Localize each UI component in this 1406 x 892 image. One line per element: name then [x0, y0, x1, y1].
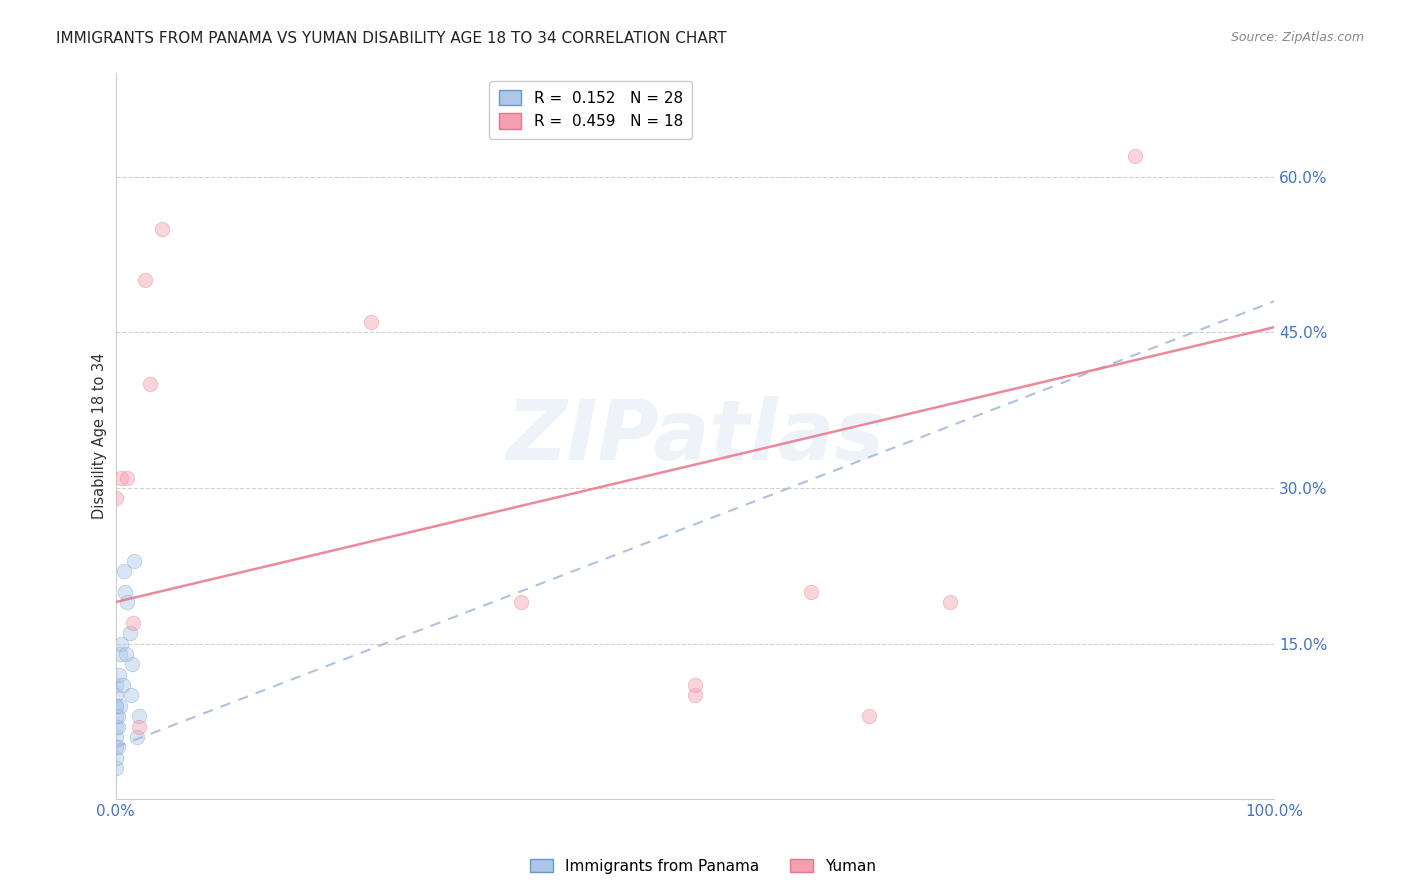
Point [110, 636, 132, 650]
Point [683, 678, 706, 692]
Point [150, 221, 173, 235]
Point [104, 720, 127, 734]
Point [128, 720, 150, 734]
Point [104, 491, 127, 506]
Point [683, 689, 706, 703]
Point [117, 595, 139, 609]
Y-axis label: Disability Age 18 to 34: Disability Age 18 to 34 [93, 353, 107, 519]
Point [111, 678, 134, 692]
Point [134, 273, 156, 287]
Point [360, 315, 382, 329]
Point [114, 584, 136, 599]
Text: Source: ZipAtlas.com: Source: ZipAtlas.com [1230, 31, 1364, 45]
Point [107, 709, 129, 723]
Point [121, 657, 143, 672]
Legend: Immigrants from Panama, Yuman: Immigrants from Panama, Yuman [524, 853, 882, 880]
Point [122, 553, 145, 567]
Legend: R =  0.152   N = 28, R =  0.459   N = 18: R = 0.152 N = 28, R = 0.459 N = 18 [489, 80, 692, 138]
Point [107, 740, 129, 755]
Point [104, 750, 127, 764]
Point [108, 667, 131, 681]
Point [104, 698, 127, 713]
Point [104, 730, 127, 744]
Point [122, 615, 145, 630]
Point [104, 740, 127, 755]
Point [125, 730, 148, 744]
Point [1123, 149, 1146, 163]
Point [110, 470, 132, 484]
Point [128, 709, 150, 723]
Point [115, 647, 138, 661]
Point [800, 584, 823, 599]
Point [139, 377, 162, 392]
Point [104, 678, 127, 692]
Point [939, 595, 962, 609]
Point [120, 689, 142, 703]
Text: ZIPatlas: ZIPatlas [506, 395, 884, 476]
Point [110, 647, 132, 661]
Point [104, 689, 127, 703]
Point [118, 626, 141, 640]
Point [104, 709, 127, 723]
Point [110, 698, 132, 713]
Point [510, 595, 533, 609]
Point [117, 470, 139, 484]
Point [107, 720, 129, 734]
Point [104, 761, 127, 775]
Point [104, 698, 127, 713]
Point [112, 564, 135, 578]
Text: IMMIGRANTS FROM PANAMA VS YUMAN DISABILITY AGE 18 TO 34 CORRELATION CHART: IMMIGRANTS FROM PANAMA VS YUMAN DISABILI… [56, 31, 727, 46]
Point [858, 709, 880, 723]
